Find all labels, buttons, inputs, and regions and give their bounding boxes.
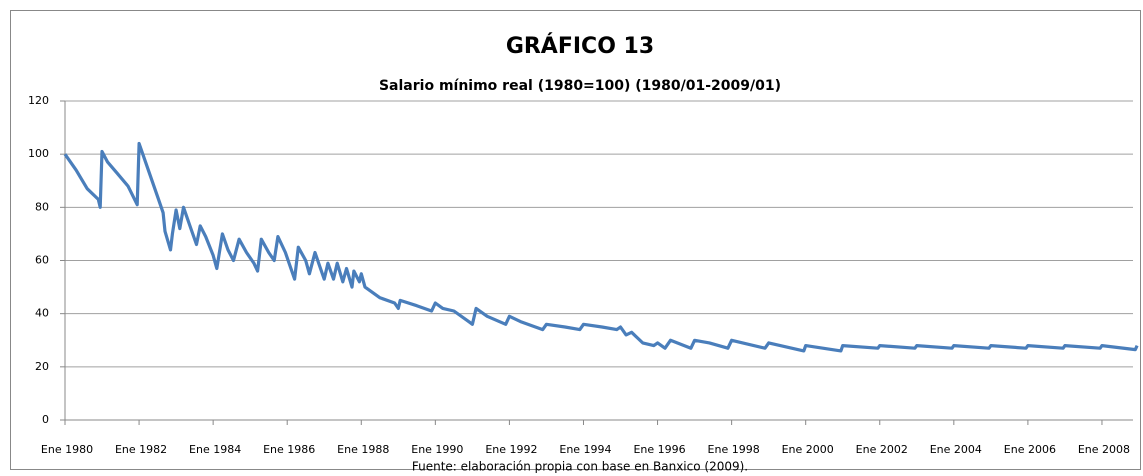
x-tick-label: Ene 1980 — [41, 443, 93, 456]
x-tick-label: Ene 2002 — [856, 443, 908, 456]
x-tick-label: Ene 1998 — [708, 443, 760, 456]
y-tick-label: 100 — [28, 147, 49, 160]
data-line — [63, 141, 1139, 353]
y-tick-label: 40 — [35, 307, 49, 320]
x-tick-label: Ene 1982 — [115, 443, 167, 456]
x-tick-label: Ene 1990 — [411, 443, 463, 456]
x-tick-label: Ene 2000 — [782, 443, 834, 456]
x-tick-label: Ene 2008 — [1078, 443, 1130, 456]
x-tick-label: Ene 1992 — [485, 443, 537, 456]
chart-subtitle: Salario mínimo real (1980=100) (1980/01-… — [379, 78, 781, 94]
y-tick-label: 0 — [42, 413, 49, 426]
y-tick-label: 80 — [35, 200, 49, 213]
y-tick-label: 20 — [35, 360, 49, 373]
chart-title: GRÁFICO 13 — [506, 33, 654, 59]
y-tick-label: 120 — [28, 94, 49, 107]
x-tick-label: Ene 2004 — [930, 443, 982, 456]
x-tick-label: Ene 1984 — [189, 443, 241, 456]
x-tick-label: Ene 2006 — [1004, 443, 1056, 456]
x-tick-label: Ene 1988 — [337, 443, 389, 456]
y-tick-label: 60 — [35, 254, 49, 267]
x-tick-label: Ene 1996 — [633, 443, 685, 456]
x-tick-label: Ene 1986 — [263, 443, 315, 456]
x-tick-label: Ene 1994 — [559, 443, 611, 456]
source-note: Fuente: elaboración propia con base en B… — [412, 460, 748, 474]
